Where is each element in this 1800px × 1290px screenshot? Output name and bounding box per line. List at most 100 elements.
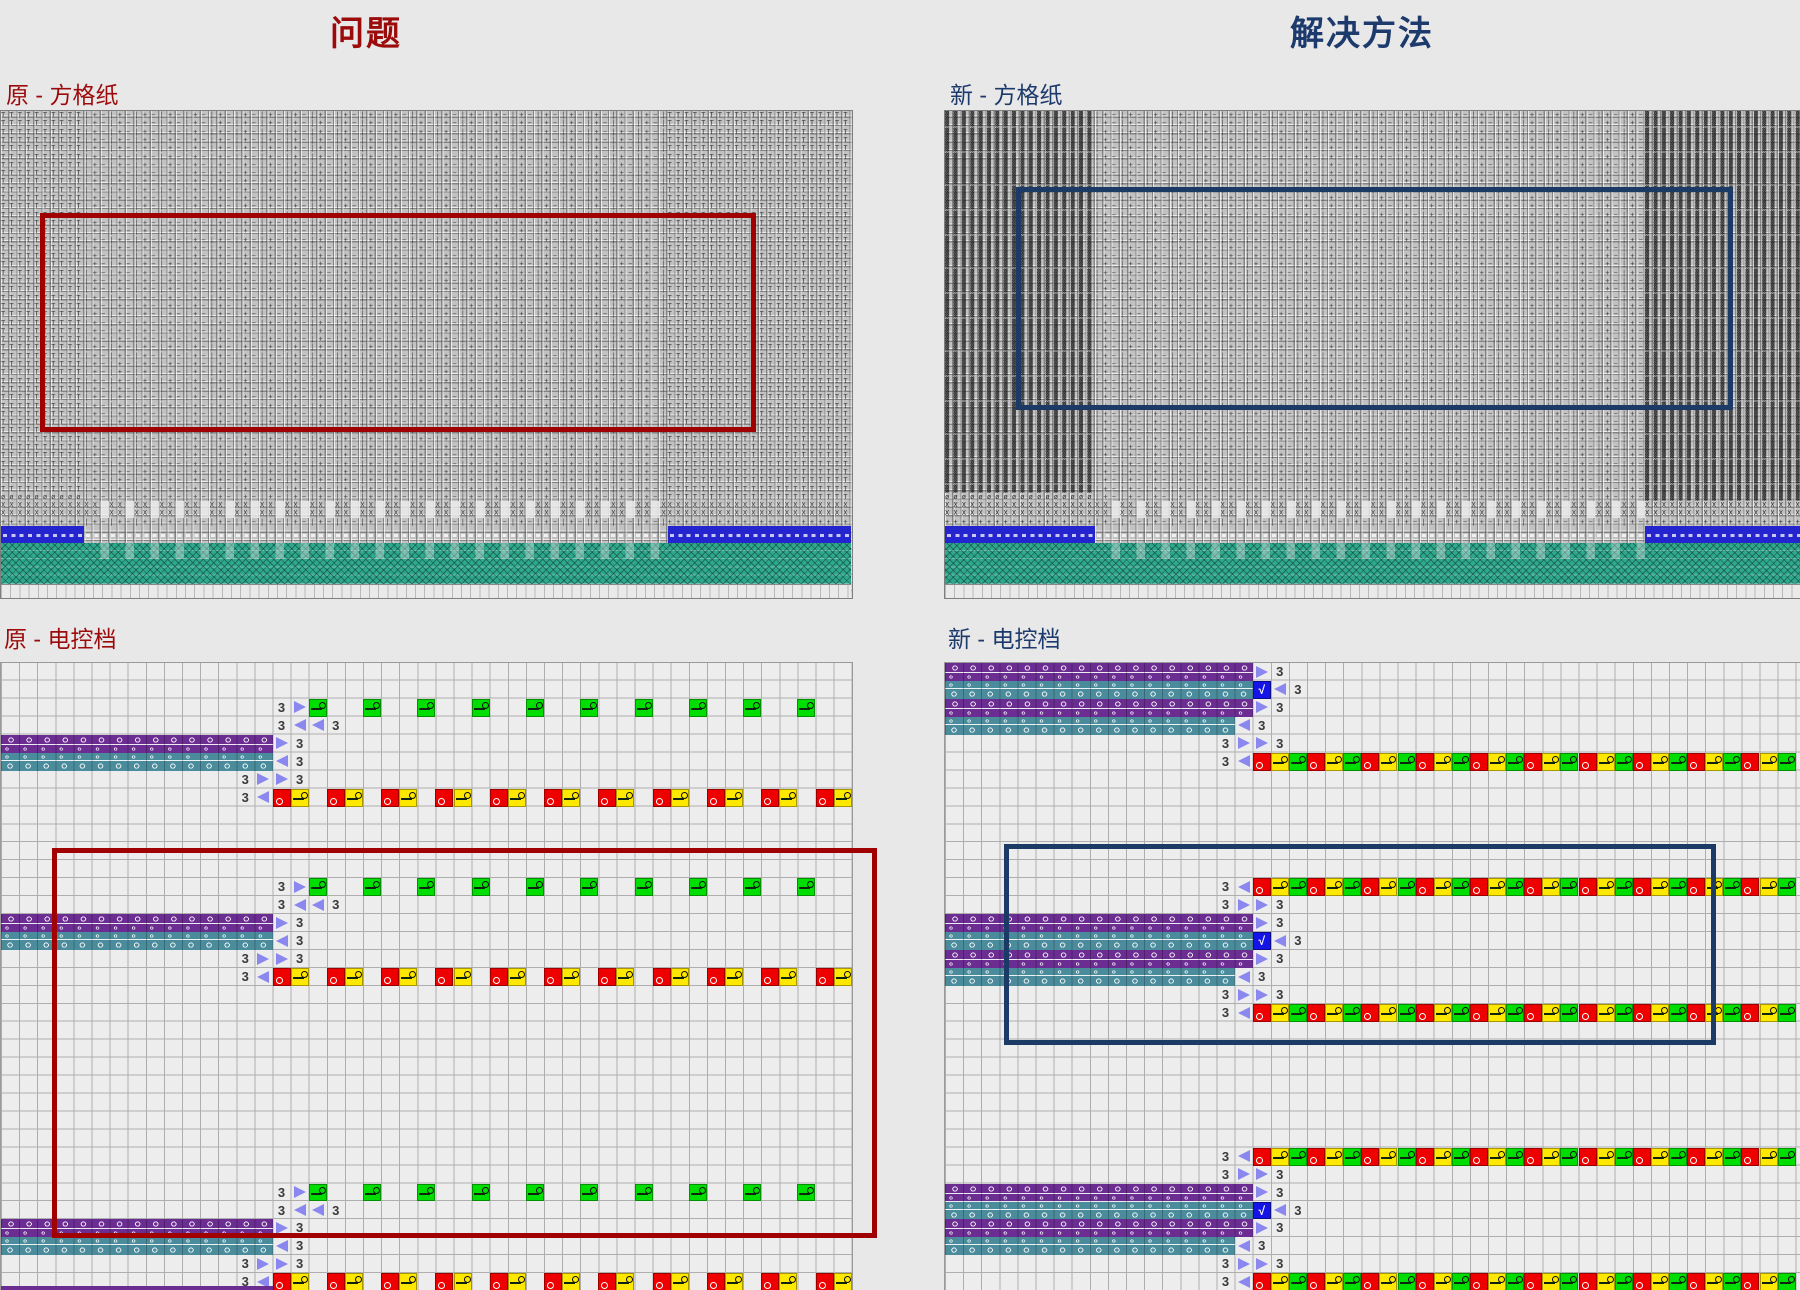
- stitch-loop-icon: [384, 797, 392, 805]
- grid-texture-row: ▓▓▓▓▓▓▓▓▓▓▓▓▓▓▓▓▓▓▓: [1644, 318, 1800, 327]
- stitch-cell-red: [761, 1273, 780, 1290]
- carriage-left-icon: [1273, 1204, 1286, 1216]
- stitch-loop-icon: [1498, 1276, 1505, 1284]
- carriage-left-icon: [1237, 1239, 1250, 1252]
- grid-texture-row: ++++++++++: [1, 517, 85, 526]
- grid-texture-row: TTTTTTTTTT: [1, 135, 85, 144]
- stitch-cell-yellow: [453, 1273, 472, 1290]
- stitch-bar-icon: [1399, 761, 1411, 764]
- grid-texture-row: |+−|+−|+−|+−|+−|+−|+−|+−|+−|+−|+−|+−|+−|…: [84, 119, 670, 128]
- highlight-rect-new-gridpaper: [1016, 187, 1733, 410]
- carriage-left-icon: [293, 1204, 306, 1216]
- grid-texture-row: XXXXXXXXXX: [1, 501, 85, 510]
- grid-texture-row: TTTTTTTTTTTTTTTTTTTTTT: [667, 144, 852, 153]
- stitch-bar-icon: [1435, 1013, 1447, 1016]
- stitch-cell-green: [1343, 1004, 1362, 1022]
- stitch-bar-icon: [310, 707, 322, 710]
- grid-texture-row: TTTTTTTTTT: [1, 476, 85, 485]
- stitch-bar-icon: [419, 1192, 431, 1195]
- stitch-cell-red: [1361, 1004, 1380, 1022]
- grid-texture-row: ▓▓▓▓▓▓▓▓▓▓▓▓▓▓▓▓▓▓▓: [1644, 335, 1800, 344]
- stitch-cell-green: [525, 1183, 544, 1202]
- repeat-count: 3: [277, 879, 286, 895]
- grid-texture-row: ▓▓▓▓▓▓▓▓▓▓▓▓▓▓▓▓▓▓▓: [1644, 127, 1800, 136]
- stitch-bar-icon: [636, 707, 648, 710]
- grid-texture-row: TTTTTTTTTTTTTTTTTTTTTT: [667, 185, 852, 194]
- carriage-left-icon: [1237, 970, 1250, 983]
- stitch-loop-icon: [409, 791, 417, 799]
- grid-texture-row: |+−|+−|+−|+−|+−|+−|+−|+−|+−|+−|+−|+−|+−|…: [84, 368, 670, 377]
- carriage-left-icon: [293, 719, 306, 732]
- stitch-bar-icon: [473, 887, 485, 890]
- yarn-strip-purple: [1, 1219, 273, 1238]
- stitch-loop-icon: [1769, 1150, 1777, 1158]
- grid-texture-row: ▓▓▓▓▓▓▓▓▓▓▓▓▓▓▓▓▓▓: [945, 484, 1096, 493]
- grid-texture-row: TTTTTTTTTTTTTTTTTTTTTT: [667, 318, 852, 327]
- repeat-count: 3: [241, 1256, 249, 1272]
- grid-texture-row: |+−|+−|+−|+−|+−|+−|+−|+−|+−|+−|+−|+−|+−|…: [84, 443, 670, 451]
- new-controlfile-canvas[interactable]: 3 √ 3 3 3 3 3 3 3 3 3 3 √ 3 3 3 3 3 3 3 3 3 3 √ 3 3 3 3 3 3: [944, 662, 1800, 1290]
- needle-row-blue: [667, 526, 851, 543]
- stitch-loop-icon: [1581, 1156, 1589, 1164]
- grid-texture-row: |+−|+−|+−|+−|+−|+−|+−|+−|+−|+−|+−|+−|+−|…: [84, 235, 670, 244]
- grid-texture-row: ▓▓▓▓▓▓▓▓▓▓▓▓▓▓▓▓▓▓▓: [1644, 218, 1800, 227]
- stitch-bar-icon: [1435, 1156, 1447, 1159]
- grid-texture-row: XXXXXXXXXXXXXXXXXXXXXX: [667, 501, 852, 510]
- stitch-loop-icon: [517, 1276, 525, 1284]
- stitch-cell-red: [272, 1273, 291, 1290]
- needle-row-blue: [1644, 526, 1800, 543]
- stitch-loop-icon: [1606, 755, 1614, 763]
- grid-texture-row: ▓▓▓▓▓▓▓▓▓▓▓▓▓▓▓▓▓▓▓: [1644, 418, 1800, 427]
- grid-texture-row: ▓▓▓▓▓▓▓▓▓▓▓▓▓▓▓▓▓▓: [945, 177, 1096, 186]
- grid-texture-row: |+−|+−|+−|+−|+−|+−|+−|+−|+−|+−|+−|+−|+−|…: [84, 459, 670, 468]
- stitch-loop-icon: [1364, 887, 1372, 895]
- grid-texture-row: ▓▓▓▓▓▓▓▓▓▓▓▓▓▓▓▓▓▓▓: [1644, 351, 1800, 360]
- grid-texture-row: TTTTTTTTTTTTTTTTTTTTTT: [667, 285, 852, 294]
- stitch-cell-yellow: [1650, 752, 1669, 771]
- grid-texture-row: TTTTTTTTTTTTTTTTTTTTTT: [667, 434, 852, 443]
- stitch-cell-red: [1687, 752, 1706, 771]
- carriage-left-icon: [1237, 1150, 1250, 1163]
- stitch-loop-icon: [1733, 881, 1741, 889]
- stitch-cell-yellow: [1542, 1147, 1561, 1166]
- stitch-cell-yellow: [399, 788, 418, 807]
- stitch-loop-icon: [1498, 1150, 1505, 1158]
- stitch-loop-icon: [1389, 881, 1397, 889]
- grid-texture-row: |+−|+−|+−|+−|+−|+−|+−|+−|+−|+−|+−|+−|+−|…: [1094, 160, 1648, 169]
- stitch-bar-icon: [1290, 761, 1302, 764]
- grid-texture-row: |+−|+−|+−|+−|+−|+−|+−|+−|+−|+−|+−|+−|+−|…: [1094, 393, 1648, 402]
- stitch-loop-icon: [1498, 1007, 1505, 1015]
- stitch-bar-icon: [1327, 1013, 1339, 1016]
- yarn-gap-overlay: [1094, 542, 1645, 560]
- stitch-loop-icon: [535, 701, 543, 709]
- stitch-loop-icon: [427, 701, 435, 709]
- carriage-left-icon: [275, 934, 288, 947]
- stitch-cell-green: [471, 878, 490, 897]
- stitch-bar-icon: [1272, 1156, 1284, 1159]
- grid-texture-row: |+−|+−|+−|+−|+−|+−|+−|+−|+−|+−|+−|+−|+−|…: [1094, 360, 1648, 368]
- stitch-cell-green: [1451, 1004, 1470, 1022]
- stitch-bar-icon: [346, 1282, 358, 1285]
- stitch-loop-icon: [1389, 1276, 1397, 1284]
- repeat-count: 3: [1276, 699, 1284, 715]
- yarn-gap-overlay: [84, 542, 668, 560]
- repeat-count: 3: [1258, 1238, 1266, 1254]
- stitch-bar-icon: [564, 1282, 576, 1285]
- stitch-cell-yellow: [399, 1273, 418, 1290]
- original-gridpaper-canvas[interactable]: TTTTTTTTTT |+−|+−|+−|+−|+−|+−|+−|+−|+−|+−…: [0, 110, 853, 599]
- stitch-loop-icon: [818, 977, 826, 985]
- stitch-cell-green: [1669, 1004, 1688, 1022]
- grid-texture-row: ▓▓▓▓▓▓▓▓▓▓▓▓▓▓▓▓▓▓▓: [1644, 467, 1800, 476]
- grid-texture-row: |+−|+−|+−|+−|+−|+−|+−|+−|+−|+−|+−|+−|+−|…: [84, 343, 670, 352]
- stitch-loop-icon: [1335, 881, 1343, 889]
- grid-texture-row: ▓▓▓▓▓▓▓▓▓▓▓▓▓▓▓▓▓▓▓: [1644, 177, 1800, 186]
- stitch-cell-green: [1343, 1147, 1362, 1166]
- stitch-loop-icon: [1255, 1013, 1263, 1021]
- stitch-loop-icon: [1527, 1013, 1535, 1021]
- carriage-left-icon: [257, 970, 270, 983]
- stitch-cell-red: [1415, 1004, 1434, 1022]
- stitch-bar-icon: [292, 797, 304, 800]
- grid-texture-row: |+−|+−|+−|+−|+−|+−|+−|+−|+−|+−|+−|+−|+−|…: [1094, 326, 1648, 335]
- stitch-loop-icon: [1364, 1156, 1372, 1164]
